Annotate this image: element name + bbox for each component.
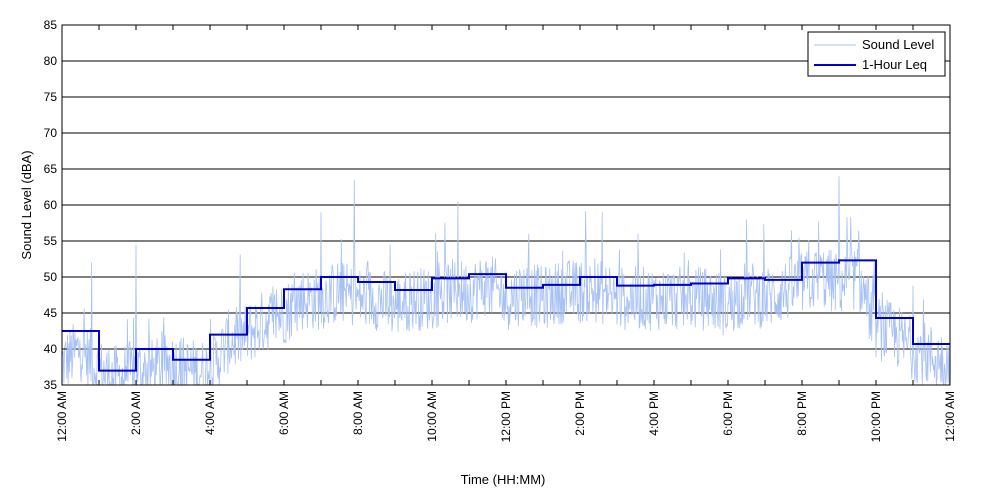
legend-box (807, 31, 946, 77)
legend: Sound Level 1-Hour Leq (807, 31, 946, 77)
leq-series (62, 259, 950, 372)
x-axis: 12:00 AM 2:00 AM 4:00 AM 6:00 AM 8:00 AM 10:0… (55, 25, 957, 442)
x-tick-label: 4:00 AM (203, 391, 217, 435)
y-tick-label: 50 (44, 270, 58, 284)
y-tick-label: 65 (44, 162, 58, 176)
y-tick-label: 75 (44, 90, 58, 104)
y-tick-label: 80 (44, 54, 58, 68)
legend-sound-level-label: Sound Level (862, 37, 934, 52)
y-tick-label: 35 (44, 378, 58, 392)
y-tick-label: 45 (44, 306, 58, 320)
x-axis-title: Time (HH:MM) (461, 472, 546, 487)
x-tick-label: 6:00 PM (721, 391, 735, 436)
y-axis: 35 40 45 50 55 60 65 70 75 80 85 (44, 18, 67, 392)
x-tick-label: 2:00 PM (573, 391, 587, 436)
y-axis-title: Sound Level (dBA) (19, 150, 34, 259)
x-tick-label: 6:00 AM (277, 391, 291, 435)
y-tick-label: 55 (44, 234, 58, 248)
x-tick-label: 12:00 AM (943, 391, 957, 442)
legend-leq-label: 1-Hour Leq (862, 57, 927, 72)
x-tick-label: 8:00 AM (351, 391, 365, 435)
x-tick-label: 12:00 AM (55, 391, 69, 442)
x-tick-label: 4:00 PM (647, 391, 661, 436)
x-tick-label: 12:00 PM (499, 391, 513, 442)
x-tick-label: 8:00 PM (795, 391, 809, 436)
leq-step-line (62, 259, 950, 372)
x-tick-label: 2:00 AM (129, 391, 143, 435)
y-tick-label: 60 (44, 198, 58, 212)
x-tick-label: 10:00 PM (869, 391, 883, 442)
x-tick-label: 10:00 AM (425, 391, 439, 442)
y-tick-label: 85 (44, 18, 58, 32)
y-tick-label: 70 (44, 126, 58, 140)
y-tick-label: 40 (44, 342, 58, 356)
